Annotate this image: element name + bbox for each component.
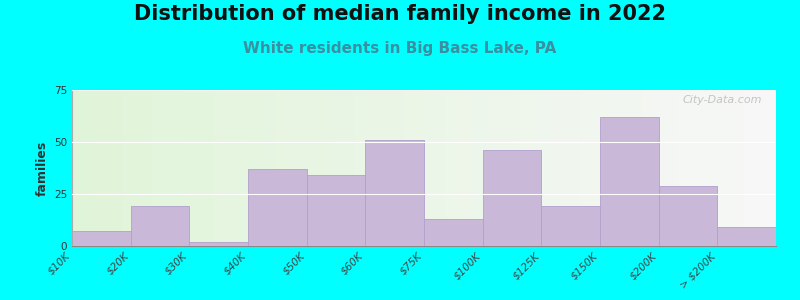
Bar — [658, 186, 718, 246]
Bar — [366, 140, 424, 246]
Bar — [600, 117, 658, 246]
Text: White residents in Big Bass Lake, PA: White residents in Big Bass Lake, PA — [243, 40, 557, 56]
Bar — [130, 206, 190, 246]
Bar — [190, 242, 248, 246]
Bar — [424, 219, 482, 246]
Bar — [482, 150, 542, 246]
Bar — [718, 227, 776, 246]
Bar — [542, 206, 600, 246]
Bar — [72, 231, 130, 246]
Y-axis label: families: families — [35, 140, 48, 196]
Text: City-Data.com: City-Data.com — [682, 95, 762, 105]
Bar — [248, 169, 306, 246]
Text: Distribution of median family income in 2022: Distribution of median family income in … — [134, 4, 666, 25]
Bar — [306, 175, 366, 246]
